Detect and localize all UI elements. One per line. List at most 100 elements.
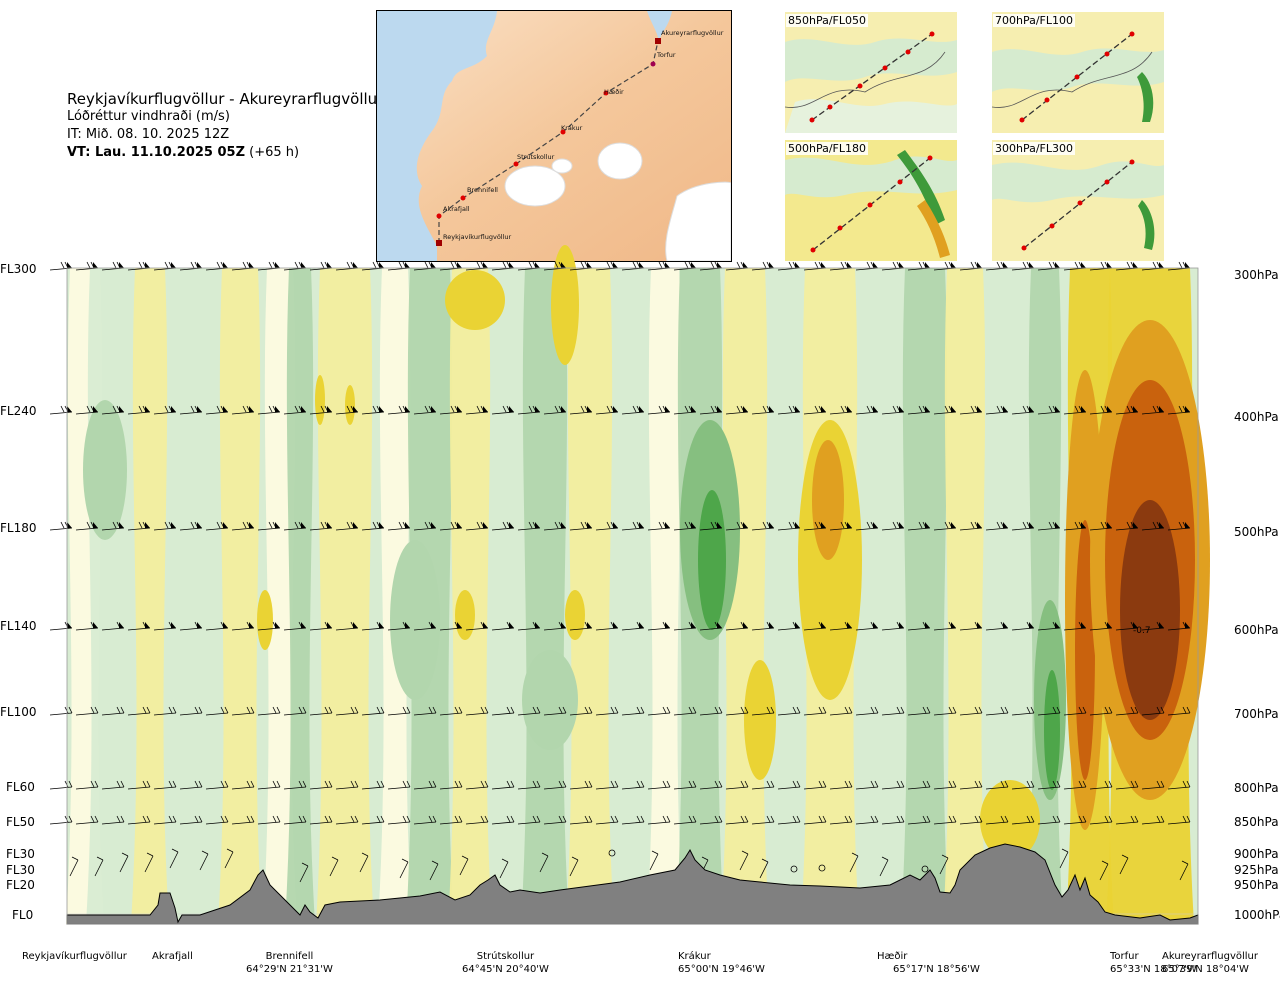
barb-feather xyxy=(406,780,411,788)
barb-feather xyxy=(580,261,585,269)
barb-shaft xyxy=(439,712,463,716)
barb-feather xyxy=(194,405,199,413)
wind-barb xyxy=(1115,621,1139,631)
barb-feather xyxy=(1048,405,1053,413)
barb-feather xyxy=(431,860,439,865)
wind-barb xyxy=(959,261,983,271)
station-name: Torfur xyxy=(1110,951,1139,962)
barb-feather xyxy=(974,521,979,529)
wind-barb xyxy=(257,621,281,631)
wind-barb xyxy=(257,706,281,716)
wind-barb xyxy=(1115,780,1139,790)
barb-feather xyxy=(1000,815,1005,823)
barb-feather xyxy=(90,706,95,714)
barb-feather xyxy=(558,405,563,413)
barb-shaft xyxy=(335,821,359,825)
barb-feather xyxy=(90,405,95,413)
barb-feather xyxy=(918,405,923,413)
barb-feather xyxy=(762,405,767,413)
wind-barb xyxy=(647,621,671,631)
barb-feather xyxy=(662,780,667,788)
barb-feather xyxy=(1130,780,1135,788)
barb-shaft xyxy=(1179,863,1189,881)
barb-shaft xyxy=(751,712,775,716)
barb-pennant xyxy=(821,622,826,629)
wind-barb xyxy=(257,780,281,790)
wind-barb xyxy=(309,261,333,271)
barb-feather xyxy=(1156,706,1161,714)
barb-shaft xyxy=(299,865,309,883)
barb-feather xyxy=(558,815,563,823)
wind-barb xyxy=(361,621,385,631)
map-label-akrafjall: Akrafjall xyxy=(443,205,470,213)
wind-barb xyxy=(855,405,879,415)
barb-feather xyxy=(948,815,953,823)
thumbnail-700[interactable]: 700hPa/FL100 xyxy=(992,12,1164,133)
barb-feather xyxy=(350,780,355,788)
barb-shaft xyxy=(1099,863,1109,881)
low-wind-barb xyxy=(939,854,949,875)
wind-barb xyxy=(1141,521,1165,531)
barb-feather xyxy=(866,521,871,529)
barb-pennant xyxy=(743,522,748,529)
wind-barb xyxy=(725,706,749,716)
barb-pennant xyxy=(691,262,696,269)
barb-feather xyxy=(376,621,381,629)
barb-feather xyxy=(948,621,953,629)
wind-barb xyxy=(1063,521,1087,531)
barb-pennant xyxy=(1029,406,1034,413)
right-label-300: 300hPa xyxy=(1234,268,1279,282)
barb-shaft xyxy=(569,859,579,877)
velocity-band-6 xyxy=(285,268,315,924)
wind-barb xyxy=(153,621,177,631)
barb-pennant xyxy=(613,522,618,529)
barb-feather xyxy=(688,815,693,823)
thumbnail-300[interactable]: 300hPa/FL300 xyxy=(992,140,1164,261)
barb-feather xyxy=(402,780,407,788)
station-coord: 64°29'N 21°31'W xyxy=(246,964,333,975)
left-label-fl100: FL100 xyxy=(0,705,37,719)
barb-shaft xyxy=(153,786,177,790)
barb-shaft xyxy=(959,786,983,790)
right-label-800: 800hPa xyxy=(1234,781,1279,795)
wind-barb xyxy=(569,780,593,790)
barb-pennant xyxy=(561,622,566,629)
barb-feather xyxy=(640,815,645,823)
wind-barb xyxy=(777,706,801,716)
wind-barb xyxy=(829,621,853,631)
velocity-cell-1 xyxy=(390,540,440,700)
barb-feather xyxy=(250,780,255,788)
barb-feather xyxy=(1178,261,1183,269)
barb-shaft xyxy=(413,821,437,825)
barb-pennant xyxy=(145,622,150,629)
barb-feather xyxy=(606,405,611,413)
low-wind-barb xyxy=(359,852,369,873)
barb-feather xyxy=(796,780,801,788)
barb-shaft xyxy=(359,855,369,873)
barb-feather xyxy=(68,780,73,788)
wind-barb xyxy=(855,815,879,825)
barb-pennant xyxy=(1107,522,1112,529)
barb-shaft xyxy=(803,712,827,716)
thumbnail-500[interactable]: 500hPa/FL180 xyxy=(785,140,957,261)
wind-barb xyxy=(699,815,723,825)
barb-feather xyxy=(398,521,403,529)
barb-feather xyxy=(220,780,225,788)
barb-feather xyxy=(164,521,169,529)
barb-pennant xyxy=(795,406,800,413)
wind-barb xyxy=(205,780,229,790)
wind-barb xyxy=(673,815,697,825)
barb-shaft xyxy=(1141,821,1165,825)
barb-feather xyxy=(840,261,845,269)
thumbnail-850[interactable]: 850hPa/FL050 xyxy=(785,12,957,133)
barb-feather xyxy=(64,261,69,269)
barb-feather xyxy=(1156,621,1161,629)
barb-feather xyxy=(532,621,537,629)
barb-shaft xyxy=(933,821,957,825)
barb-pennant xyxy=(1003,522,1008,529)
wind-barb xyxy=(179,780,203,790)
wind-barb xyxy=(907,815,931,825)
barb-feather xyxy=(502,261,507,269)
barb-feather xyxy=(866,405,871,413)
barb-shaft xyxy=(673,712,697,716)
